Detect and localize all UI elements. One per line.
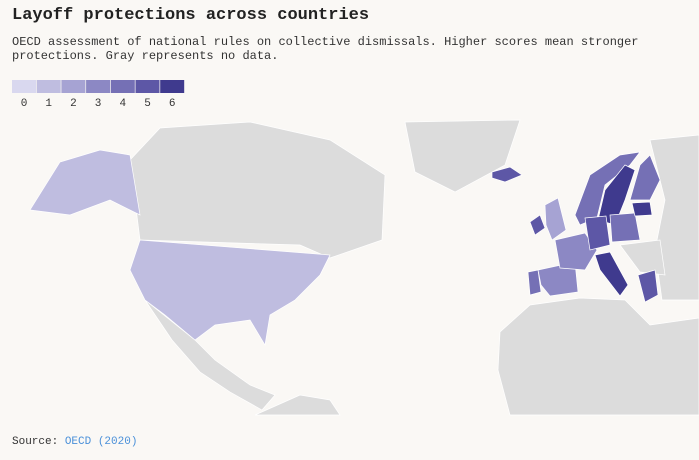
country xyxy=(527,269,542,296)
country xyxy=(637,269,659,303)
country xyxy=(631,201,653,217)
country xyxy=(29,149,331,346)
land xyxy=(129,121,386,259)
country xyxy=(584,215,611,251)
land xyxy=(254,394,341,416)
source-label: Source: xyxy=(12,436,59,448)
legend-label: 4 xyxy=(119,98,126,110)
country xyxy=(529,214,546,236)
title: Layoff protections across countries xyxy=(12,6,370,25)
country xyxy=(544,197,567,241)
land xyxy=(497,297,699,416)
country xyxy=(609,212,641,243)
country xyxy=(554,232,598,271)
legend-swatch xyxy=(12,80,36,93)
country xyxy=(629,154,661,201)
land xyxy=(619,239,666,276)
legend-label: 1 xyxy=(45,98,52,110)
subtitle: OECD assessment of national rules on col… xyxy=(12,35,639,63)
source-link[interactable]: OECD (2020) xyxy=(64,436,138,448)
countries xyxy=(29,149,661,346)
legend-label: 5 xyxy=(144,98,151,110)
legend-swatch xyxy=(160,80,185,93)
land xyxy=(404,119,521,193)
legend-label: 6 xyxy=(169,98,176,110)
country xyxy=(594,251,629,297)
legend-label: 0 xyxy=(21,98,28,110)
country xyxy=(491,166,523,183)
legend-label: 3 xyxy=(95,98,102,110)
legend-swatch xyxy=(135,80,160,93)
legend-swatch xyxy=(110,80,135,93)
source: Source: OECD (2020) xyxy=(12,436,137,448)
legend-swatch xyxy=(36,80,61,93)
legend-swatch xyxy=(86,80,111,93)
land xyxy=(649,134,699,301)
legend: 0 1 2 3 4 5 6 xyxy=(12,80,185,110)
legend-label: 2 xyxy=(70,98,77,110)
land-no-data xyxy=(129,119,699,416)
legend-swatch xyxy=(61,80,86,93)
land xyxy=(144,299,276,411)
